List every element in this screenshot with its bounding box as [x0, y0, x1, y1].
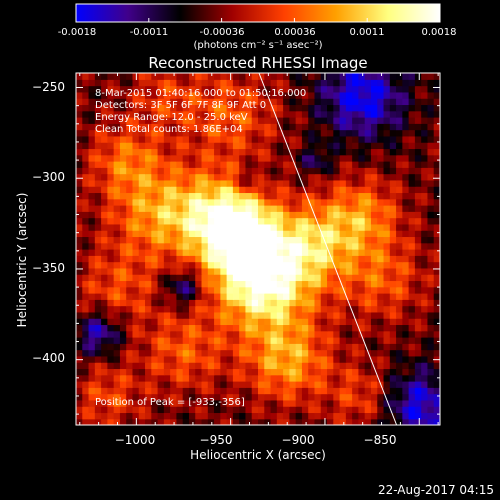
- total-counts-label: Clean Total counts: 1.86E+04: [95, 124, 243, 135]
- colorbar-tick-label: 0.0011: [349, 27, 385, 38]
- colorbar-tick-label: 0.00036: [274, 27, 316, 38]
- detectors-label: Detectors: 3F 5F 6F 7F 8F 9F Att 0: [95, 100, 267, 111]
- colorbar-tick-label: -0.0011: [129, 27, 169, 38]
- y-axis-label: Heliocentric Y (arcsec): [15, 192, 29, 328]
- plot-frame: [75, 72, 441, 426]
- energy-range-label: Energy Range: 12.0 - 25.0 keV: [95, 112, 248, 123]
- colorbar-units: (photons cm⁻² s⁻¹ asec⁻²): [193, 40, 323, 51]
- x-tick-label: −850: [363, 433, 397, 447]
- y-tick-label: −350: [32, 261, 65, 275]
- colorbar-tick-label: 0.0018: [421, 27, 457, 38]
- y-tick-label: −300: [32, 170, 65, 184]
- time-range-label: 8-Mar-2015 01:40:16.000 to 01:50:16.000: [95, 88, 307, 99]
- chart-title: Reconstructed RHESSI Image: [148, 54, 368, 72]
- colorbar-gradient: [75, 3, 441, 23]
- colorbar-tick-label: -0.0018: [57, 27, 97, 38]
- y-tick-label: −400: [32, 351, 65, 365]
- peak-position-label: Position of Peak = [-933,-356]: [95, 397, 245, 408]
- heatmap-cells: [76, 73, 440, 425]
- colorbar: [75, 3, 441, 23]
- timestamp-footer: 22-Aug-2017 04:15: [377, 483, 494, 497]
- solar-limb-line: [258, 73, 398, 425]
- x-tick-label: −900: [281, 433, 315, 447]
- x-axis-label: Heliocentric X (arcsec): [190, 448, 326, 462]
- y-tick-label: −250: [32, 80, 65, 94]
- x-tick-label: −1000: [114, 433, 156, 447]
- x-tick-label: −950: [199, 433, 233, 447]
- colorbar-tick-label: -0.00036: [199, 27, 245, 38]
